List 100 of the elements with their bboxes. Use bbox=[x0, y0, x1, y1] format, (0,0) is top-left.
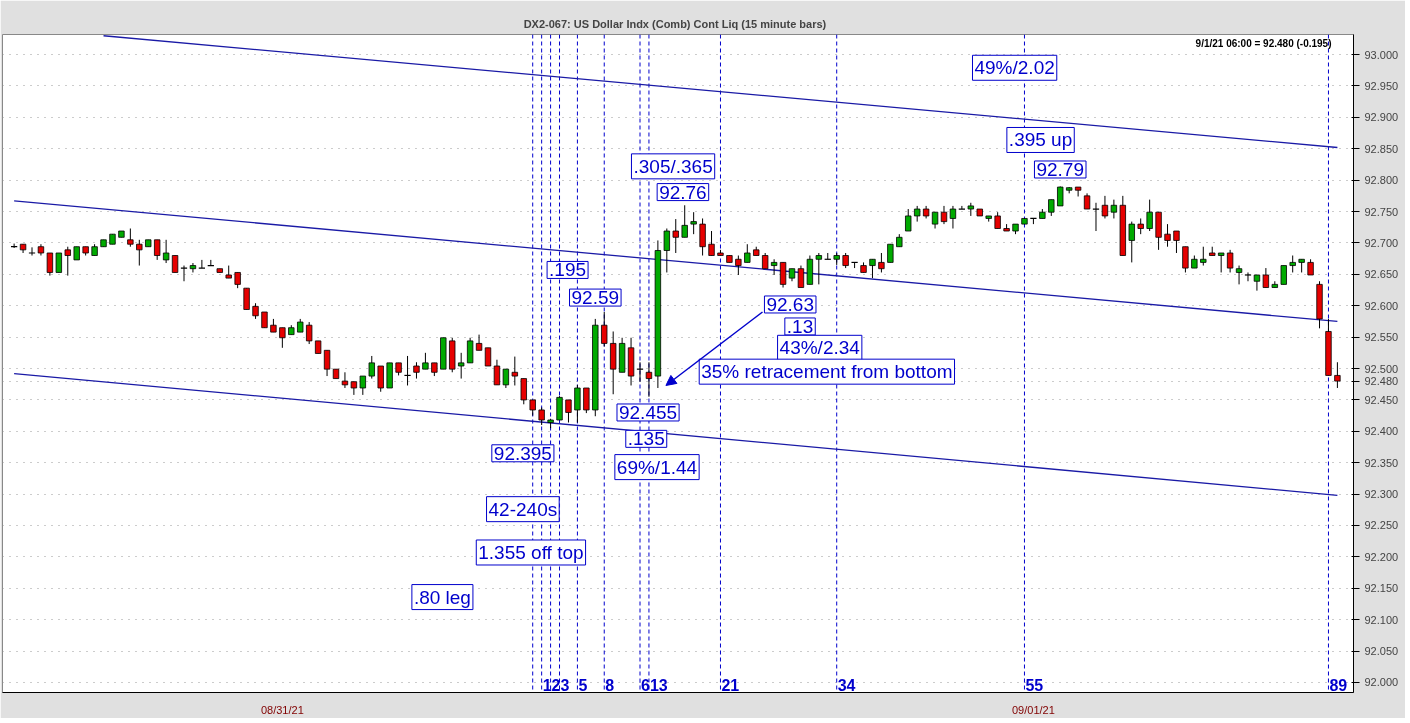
candlestick bbox=[1200, 246, 1207, 267]
annotation: 92.455 bbox=[618, 401, 678, 423]
candlestick bbox=[770, 258, 778, 276]
candlestick bbox=[905, 208, 912, 232]
candlestick bbox=[127, 228, 134, 248]
candlestick bbox=[279, 327, 286, 349]
y-tick-label: 92.800 bbox=[1364, 174, 1399, 187]
annotation: 2 bbox=[551, 676, 561, 694]
candlestick bbox=[1092, 202, 1100, 232]
candlestick bbox=[744, 243, 751, 263]
candlestick bbox=[645, 361, 653, 398]
candlestick bbox=[520, 378, 527, 405]
y-tick-label: 92.850 bbox=[1364, 142, 1399, 155]
annotation: .80 leg bbox=[413, 586, 471, 608]
candlestick bbox=[663, 228, 670, 273]
candlestick bbox=[368, 355, 375, 380]
candlestick bbox=[958, 205, 966, 210]
candlestick bbox=[940, 205, 948, 225]
annotation: 92.79 bbox=[1036, 158, 1085, 180]
candlestick bbox=[1164, 223, 1171, 248]
y-tick-label: 92.650 bbox=[1364, 268, 1399, 281]
y-tick-label: 92.950 bbox=[1364, 79, 1399, 92]
candlestick bbox=[699, 217, 706, 257]
y-tick-label: 92.900 bbox=[1364, 111, 1399, 124]
candlestick bbox=[189, 262, 197, 273]
candlestick bbox=[306, 321, 313, 345]
annotation: 9/1/21 06:00 = 92.480 (-0.195) bbox=[1195, 37, 1332, 49]
y-tick-label: 92.050 bbox=[1364, 645, 1399, 658]
candlestick bbox=[1262, 267, 1270, 289]
annotation: 49%/2.02 bbox=[974, 57, 1055, 79]
candlestick bbox=[949, 205, 957, 230]
annotation: 6 bbox=[641, 676, 650, 694]
candlestick bbox=[484, 347, 492, 367]
candlestick bbox=[1244, 271, 1252, 282]
candlestick bbox=[583, 387, 590, 414]
annotation: 1 bbox=[542, 676, 552, 694]
y-tick-label: 92.350 bbox=[1364, 456, 1399, 469]
candlestick bbox=[493, 359, 501, 386]
candlestick bbox=[1182, 246, 1189, 273]
y-tick-label: 92.500 bbox=[1364, 362, 1399, 375]
y-tick-label: 92.000 bbox=[1364, 676, 1399, 689]
candlestick bbox=[815, 252, 822, 285]
candlestick bbox=[341, 371, 349, 389]
chart-title: DX2-067: US Dollar Indx (Comb) Cont Liq (15 minute bars) bbox=[523, 17, 827, 30]
candlestick bbox=[1253, 274, 1261, 292]
candlestick bbox=[887, 243, 894, 263]
candlestick bbox=[136, 239, 143, 267]
candlestick bbox=[46, 252, 54, 277]
y-tick-label: 92.200 bbox=[1364, 550, 1399, 563]
y-tick-label: 92.480 bbox=[1364, 375, 1399, 388]
annotation: 5 bbox=[578, 676, 588, 694]
candlestick bbox=[1146, 199, 1153, 232]
annotation: 21 bbox=[721, 676, 740, 694]
y-tick-label: 92.100 bbox=[1364, 613, 1399, 626]
candlestick bbox=[475, 334, 483, 351]
candlestick bbox=[1173, 230, 1180, 254]
candlestick bbox=[1226, 249, 1234, 273]
y-tick-label: 92.600 bbox=[1364, 299, 1399, 312]
annotation: 35% retracement from bottom bbox=[701, 361, 953, 383]
y-tick-label: 92.750 bbox=[1364, 205, 1399, 218]
candlestick bbox=[350, 381, 358, 396]
candlestick bbox=[1110, 199, 1118, 219]
candlestick bbox=[779, 261, 787, 289]
candlestick bbox=[1280, 265, 1287, 285]
candlestick bbox=[601, 311, 608, 348]
annotation: 92.63 bbox=[766, 293, 814, 315]
annotation: 92.76 bbox=[659, 181, 707, 203]
annotation: 13 bbox=[649, 676, 668, 694]
annotation: 69%/1.44 bbox=[616, 456, 698, 478]
annotation: 34 bbox=[837, 676, 856, 694]
candlestick bbox=[458, 352, 465, 380]
candlestick bbox=[565, 399, 572, 424]
y-tick-label: 93.000 bbox=[1364, 48, 1399, 61]
candlestick bbox=[1218, 252, 1225, 273]
y-tick-label: 92.300 bbox=[1364, 488, 1399, 501]
y-tick-label: 92.450 bbox=[1364, 393, 1399, 406]
candlestick bbox=[735, 255, 742, 276]
candlestick bbox=[672, 218, 679, 254]
annotation: 1.355 off top bbox=[478, 541, 584, 563]
candlestick bbox=[574, 384, 581, 424]
candlestick bbox=[359, 375, 366, 396]
candlestick bbox=[511, 356, 518, 386]
y-tick-label: 92.400 bbox=[1364, 425, 1399, 438]
annotation: 92.59 bbox=[571, 287, 620, 309]
y-tick-label: 92.700 bbox=[1364, 236, 1399, 249]
candlestick bbox=[681, 204, 688, 238]
candlestick bbox=[55, 252, 62, 273]
annotation: .195 bbox=[549, 259, 587, 281]
annotation: 43%/2.34 bbox=[779, 337, 861, 359]
candlestick bbox=[154, 239, 161, 261]
annotation: .395 up bbox=[1008, 129, 1073, 151]
y-tick-label: 92.250 bbox=[1364, 519, 1399, 532]
candlestick bbox=[28, 246, 36, 257]
annotation: .135 bbox=[627, 428, 665, 450]
candlestick bbox=[708, 230, 715, 257]
candlestick bbox=[1128, 221, 1135, 263]
annotation: .305/.365 bbox=[633, 155, 713, 177]
annotation: 89 bbox=[1329, 676, 1348, 694]
x-tick-label: 09/01/21 bbox=[1012, 703, 1055, 716]
candlestick bbox=[690, 211, 697, 235]
